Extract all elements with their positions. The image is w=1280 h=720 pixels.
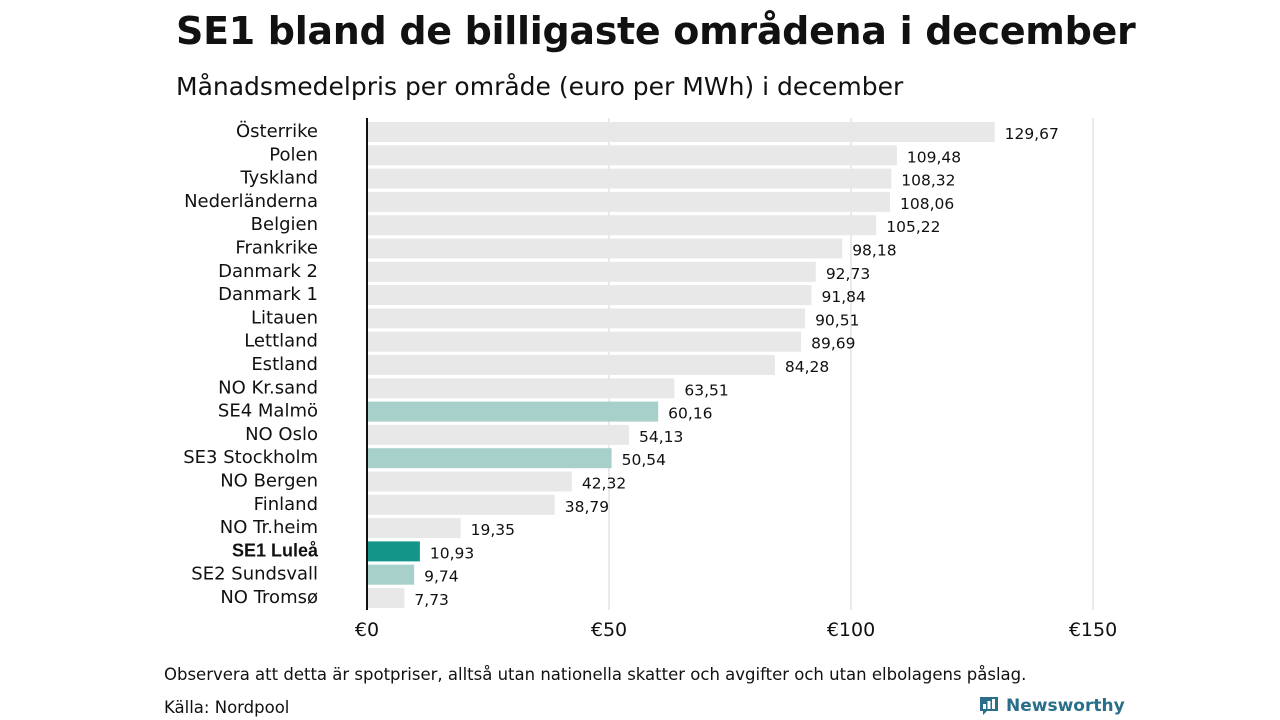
source-label: Källa: Nordpool: [164, 698, 290, 717]
value-label: 38,79: [565, 498, 609, 516]
value-label: 108,06: [900, 195, 954, 213]
brand-name: Newsworthy: [1006, 696, 1125, 716]
value-label: 129,67: [1005, 125, 1059, 143]
bar: [367, 122, 995, 142]
value-label: 105,22: [886, 218, 940, 236]
category-label: Polen: [269, 144, 318, 165]
value-label: 50,54: [622, 451, 666, 469]
bar: [367, 378, 675, 399]
bar: [367, 424, 629, 445]
bar: [367, 401, 659, 422]
chart-subtitle: Månadsmedelpris per område (euro per MWh…: [176, 72, 904, 101]
bar: [367, 168, 892, 189]
value-label: 42,32: [582, 475, 626, 493]
bar: [367, 308, 806, 329]
bar: [367, 331, 802, 352]
value-label: 90,51: [815, 311, 859, 329]
bar-chart-logo-icon: [980, 697, 998, 715]
value-label: 54,13: [639, 428, 683, 446]
bar: [367, 238, 843, 259]
category-label: Belgien: [251, 214, 318, 235]
value-label: 84,28: [785, 358, 829, 376]
x-tick-label: €150: [1069, 619, 1117, 641]
bar: [367, 494, 555, 515]
bar: [367, 285, 812, 306]
category-label: Danmark 2: [218, 261, 318, 282]
category-label: Danmark 1: [218, 284, 318, 305]
labels: €0 €50 €100 €150 Österrike 129,67 Polen 109,48 T…: [183, 120, 1117, 641]
x-tick-label: €100: [827, 619, 875, 641]
bar-chart: €0 €50 €100 €150 Österrike 129,67 Polen 109,48 T…: [183, 118, 1117, 641]
category-label: SE3 Stockholm: [183, 447, 318, 468]
category-label: Finland: [254, 494, 318, 515]
x-tick-label: €0: [355, 619, 379, 641]
value-label: 92,73: [826, 265, 870, 283]
bar: [367, 261, 816, 282]
bar: [367, 541, 420, 562]
bar: [367, 471, 572, 492]
value-label: 9,74: [424, 568, 459, 586]
bar: [367, 588, 405, 608]
category-label: NO Kr.sand: [218, 377, 318, 398]
bar: [367, 564, 415, 585]
category-label: Litauen: [251, 307, 318, 328]
bar: [367, 191, 891, 212]
category-label: NO Tromsø: [220, 587, 318, 608]
category-label: NO Tr.heim: [220, 517, 318, 538]
category-label: SE1 Luleå: [232, 540, 319, 560]
bar: [367, 145, 897, 166]
value-label: 7,73: [414, 591, 449, 609]
bar: [367, 518, 461, 539]
footnote: Observera att detta är spotpriser, allts…: [164, 665, 1027, 684]
brand-logo: Newsworthy: [978, 694, 1125, 718]
value-label: 91,84: [822, 288, 866, 306]
value-label: 19,35: [471, 521, 515, 539]
value-label: 10,93: [430, 544, 474, 562]
bar: [367, 448, 612, 469]
bar: [367, 215, 877, 236]
value-label: 60,16: [668, 405, 712, 423]
category-label: NO Bergen: [220, 471, 318, 492]
value-label: 98,18: [852, 242, 896, 260]
category-label: Tyskland: [239, 168, 318, 189]
category-label: Frankrike: [235, 238, 318, 259]
category-label: Lettland: [244, 331, 318, 352]
category-label: SE2 Sundsvall: [191, 564, 318, 585]
category-label: Nederländerna: [184, 191, 318, 212]
value-label: 109,48: [907, 148, 961, 166]
bar: [367, 355, 775, 375]
category-label: SE4 Malmö: [218, 401, 318, 422]
category-label: NO Oslo: [245, 424, 318, 445]
x-tick-label: €50: [591, 619, 627, 641]
value-label: 108,32: [901, 172, 955, 190]
bars: [366, 118, 995, 610]
chart-title: SE1 bland de billigaste områdena i decem…: [176, 9, 1136, 53]
value-label: 89,69: [811, 335, 855, 353]
value-label: 63,51: [684, 381, 728, 399]
category-label: Österrike: [236, 120, 318, 142]
category-label: Estland: [251, 354, 318, 375]
